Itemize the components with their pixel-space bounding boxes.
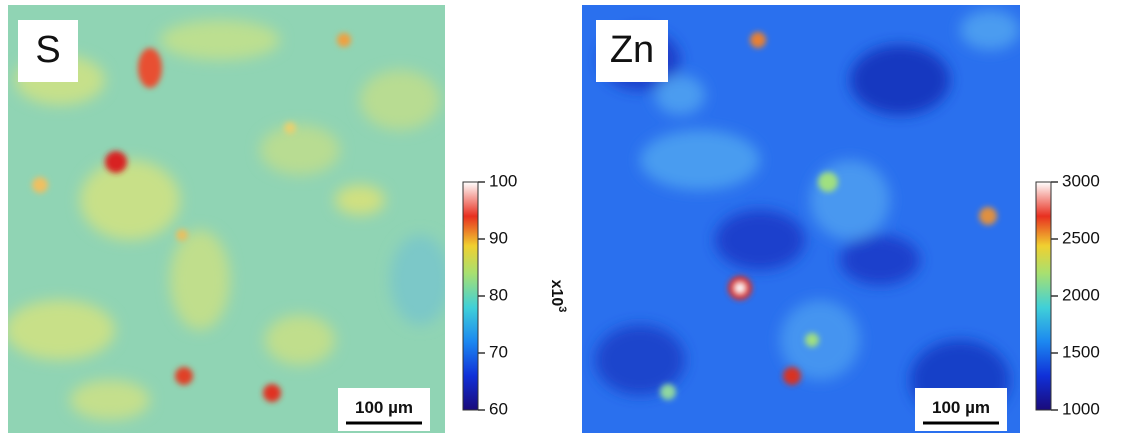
colorbar-tick-label: 60: [489, 399, 508, 418]
unit-exponent: 3: [556, 306, 568, 312]
colorbar: [1036, 182, 1051, 410]
colorbar-tick-label: 2500: [1062, 228, 1100, 247]
unit-base: x10: [548, 280, 565, 307]
colorbar-tick-label: 1000: [1062, 399, 1100, 418]
scale-bar-text: 100 µm: [932, 398, 990, 417]
figure: S 100 µm Zn 10: [0, 0, 1123, 446]
colorbar-unit: x103: [548, 280, 568, 313]
colorbar: [463, 182, 478, 410]
scale-bar-text: 100 µm: [355, 398, 413, 417]
colorbar-tick-label: 2000: [1062, 285, 1100, 304]
colorbar-tick-label: 3000: [1062, 171, 1100, 190]
colorbar-tick-label: 100: [489, 171, 517, 190]
panel-label: S: [35, 29, 60, 71]
colorbar-tick-label: 1500: [1062, 342, 1100, 361]
panel-label: Zn: [610, 29, 654, 71]
colorbar-tick-label: 80: [489, 285, 508, 304]
colorbar-tick-label: 70: [489, 342, 508, 361]
colorbar-tick-label: 90: [489, 228, 508, 247]
